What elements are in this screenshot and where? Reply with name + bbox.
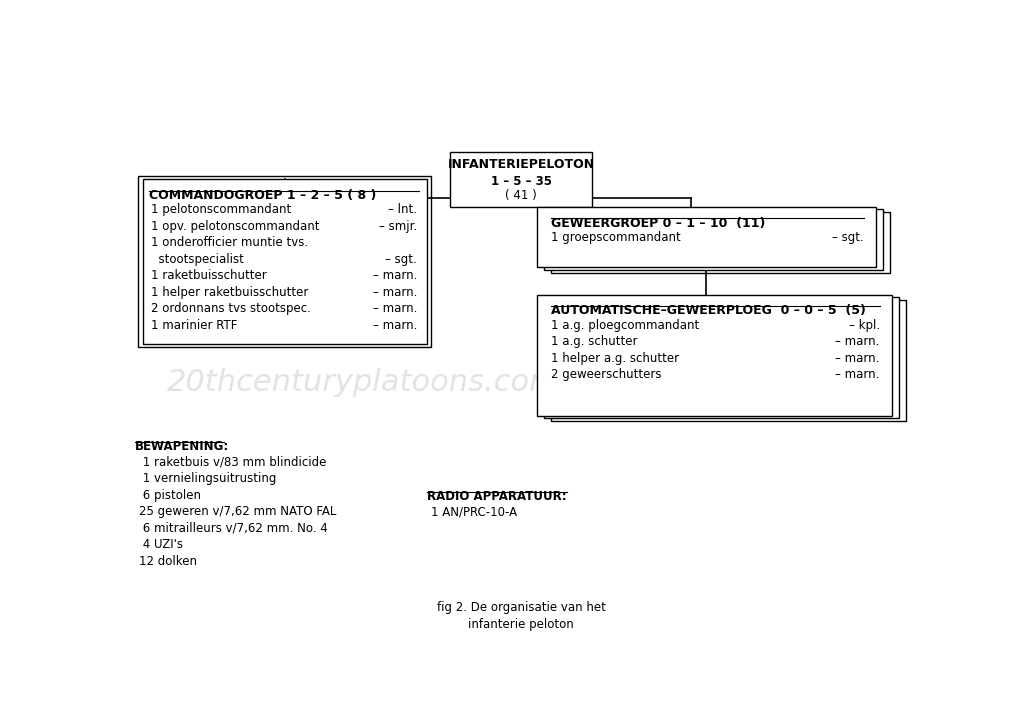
- Text: 1 helper a.g. schutter: 1 helper a.g. schutter: [551, 352, 679, 365]
- Text: 1 raketbuis v/83 mm blindicide: 1 raketbuis v/83 mm blindicide: [139, 456, 326, 468]
- FancyBboxPatch shape: [544, 297, 899, 418]
- Text: AUTOMATISCHE–GEWEERPLOEG  0 – 0 – 5  (5): AUTOMATISCHE–GEWEERPLOEG 0 – 0 – 5 (5): [551, 304, 866, 318]
- Text: infanterie peloton: infanterie peloton: [469, 618, 574, 631]
- FancyBboxPatch shape: [537, 295, 892, 416]
- Text: 1 a.g. schutter: 1 a.g. schutter: [551, 336, 638, 348]
- Text: COMMANDOGROEP 1 – 2 – 5 ( 8 ): COMMANDOGROEP 1 – 2 – 5 ( 8 ): [149, 189, 376, 202]
- Text: ( 41 ): ( 41 ): [505, 189, 537, 202]
- Text: 1 groepscommandant: 1 groepscommandant: [551, 231, 681, 243]
- Text: – marn.: – marn.: [373, 269, 417, 282]
- Text: – marn.: – marn.: [373, 286, 417, 298]
- Text: 20thcenturyplatoons.com: 20thcenturyplatoons.com: [167, 368, 559, 397]
- Text: GEWEERGROEP 0 – 1 – 10  (11): GEWEERGROEP 0 – 1 – 10 (11): [551, 216, 766, 229]
- FancyBboxPatch shape: [537, 206, 876, 267]
- FancyBboxPatch shape: [451, 151, 592, 206]
- Text: 6 pistolen: 6 pistolen: [139, 488, 201, 502]
- Text: – marn.: – marn.: [373, 302, 417, 316]
- Text: 1 opv. pelotonscommandant: 1 opv. pelotonscommandant: [151, 220, 319, 233]
- Text: 2 geweerschutters: 2 geweerschutters: [551, 368, 662, 381]
- Text: 1 vernielingsuitrusting: 1 vernielingsuitrusting: [139, 472, 277, 486]
- Text: – lnt.: – lnt.: [388, 203, 417, 216]
- Text: INFANTERIEPELOTON: INFANTERIEPELOTON: [447, 159, 595, 171]
- Text: – marn.: – marn.: [835, 336, 880, 348]
- Text: – marn.: – marn.: [835, 368, 880, 381]
- FancyBboxPatch shape: [551, 300, 906, 421]
- Text: 12 dolken: 12 dolken: [139, 555, 197, 568]
- Text: 2 ordonnans tvs stootspec.: 2 ordonnans tvs stootspec.: [151, 302, 310, 316]
- Text: – kpl.: – kpl.: [849, 318, 880, 332]
- Text: 1 raketbuisschutter: 1 raketbuisschutter: [151, 269, 266, 282]
- Text: stootspecialist: stootspecialist: [151, 253, 244, 266]
- FancyBboxPatch shape: [138, 176, 431, 348]
- Text: 4 UZI's: 4 UZI's: [139, 538, 183, 551]
- Text: 1 onderofficier muntie tvs.: 1 onderofficier muntie tvs.: [151, 236, 308, 249]
- Text: 6 mitrailleurs v/7,62 mm. No. 4: 6 mitrailleurs v/7,62 mm. No. 4: [139, 522, 327, 535]
- Text: – sgt.: – sgt.: [385, 253, 417, 266]
- Text: – smjr.: – smjr.: [379, 220, 417, 233]
- Text: 25 geweren v/7,62 mm NATO FAL: 25 geweren v/7,62 mm NATO FAL: [139, 506, 337, 518]
- Text: – sgt.: – sgt.: [832, 231, 864, 243]
- Text: RADIO APPARATUUR:: RADIO APPARATUUR:: [427, 490, 566, 503]
- Text: 1 helper raketbuisschutter: 1 helper raketbuisschutter: [151, 286, 308, 298]
- Text: 1 – 5 – 35: 1 – 5 – 35: [491, 175, 551, 188]
- Text: – marn.: – marn.: [835, 352, 880, 365]
- FancyBboxPatch shape: [142, 179, 427, 344]
- Text: 1 AN/PRC-10-A: 1 AN/PRC-10-A: [430, 506, 517, 518]
- Text: 1 marinier RTF: 1 marinier RTF: [151, 318, 237, 332]
- Text: 1 a.g. ploegcommandant: 1 a.g. ploegcommandant: [551, 318, 700, 332]
- FancyBboxPatch shape: [551, 212, 890, 273]
- Text: BEWAPENING:: BEWAPENING:: [135, 441, 229, 453]
- Text: fig 2. De organisatie van het: fig 2. De organisatie van het: [436, 601, 606, 614]
- Text: 1 pelotonscommandant: 1 pelotonscommandant: [151, 203, 291, 216]
- Text: – marn.: – marn.: [373, 318, 417, 332]
- FancyBboxPatch shape: [544, 209, 883, 270]
